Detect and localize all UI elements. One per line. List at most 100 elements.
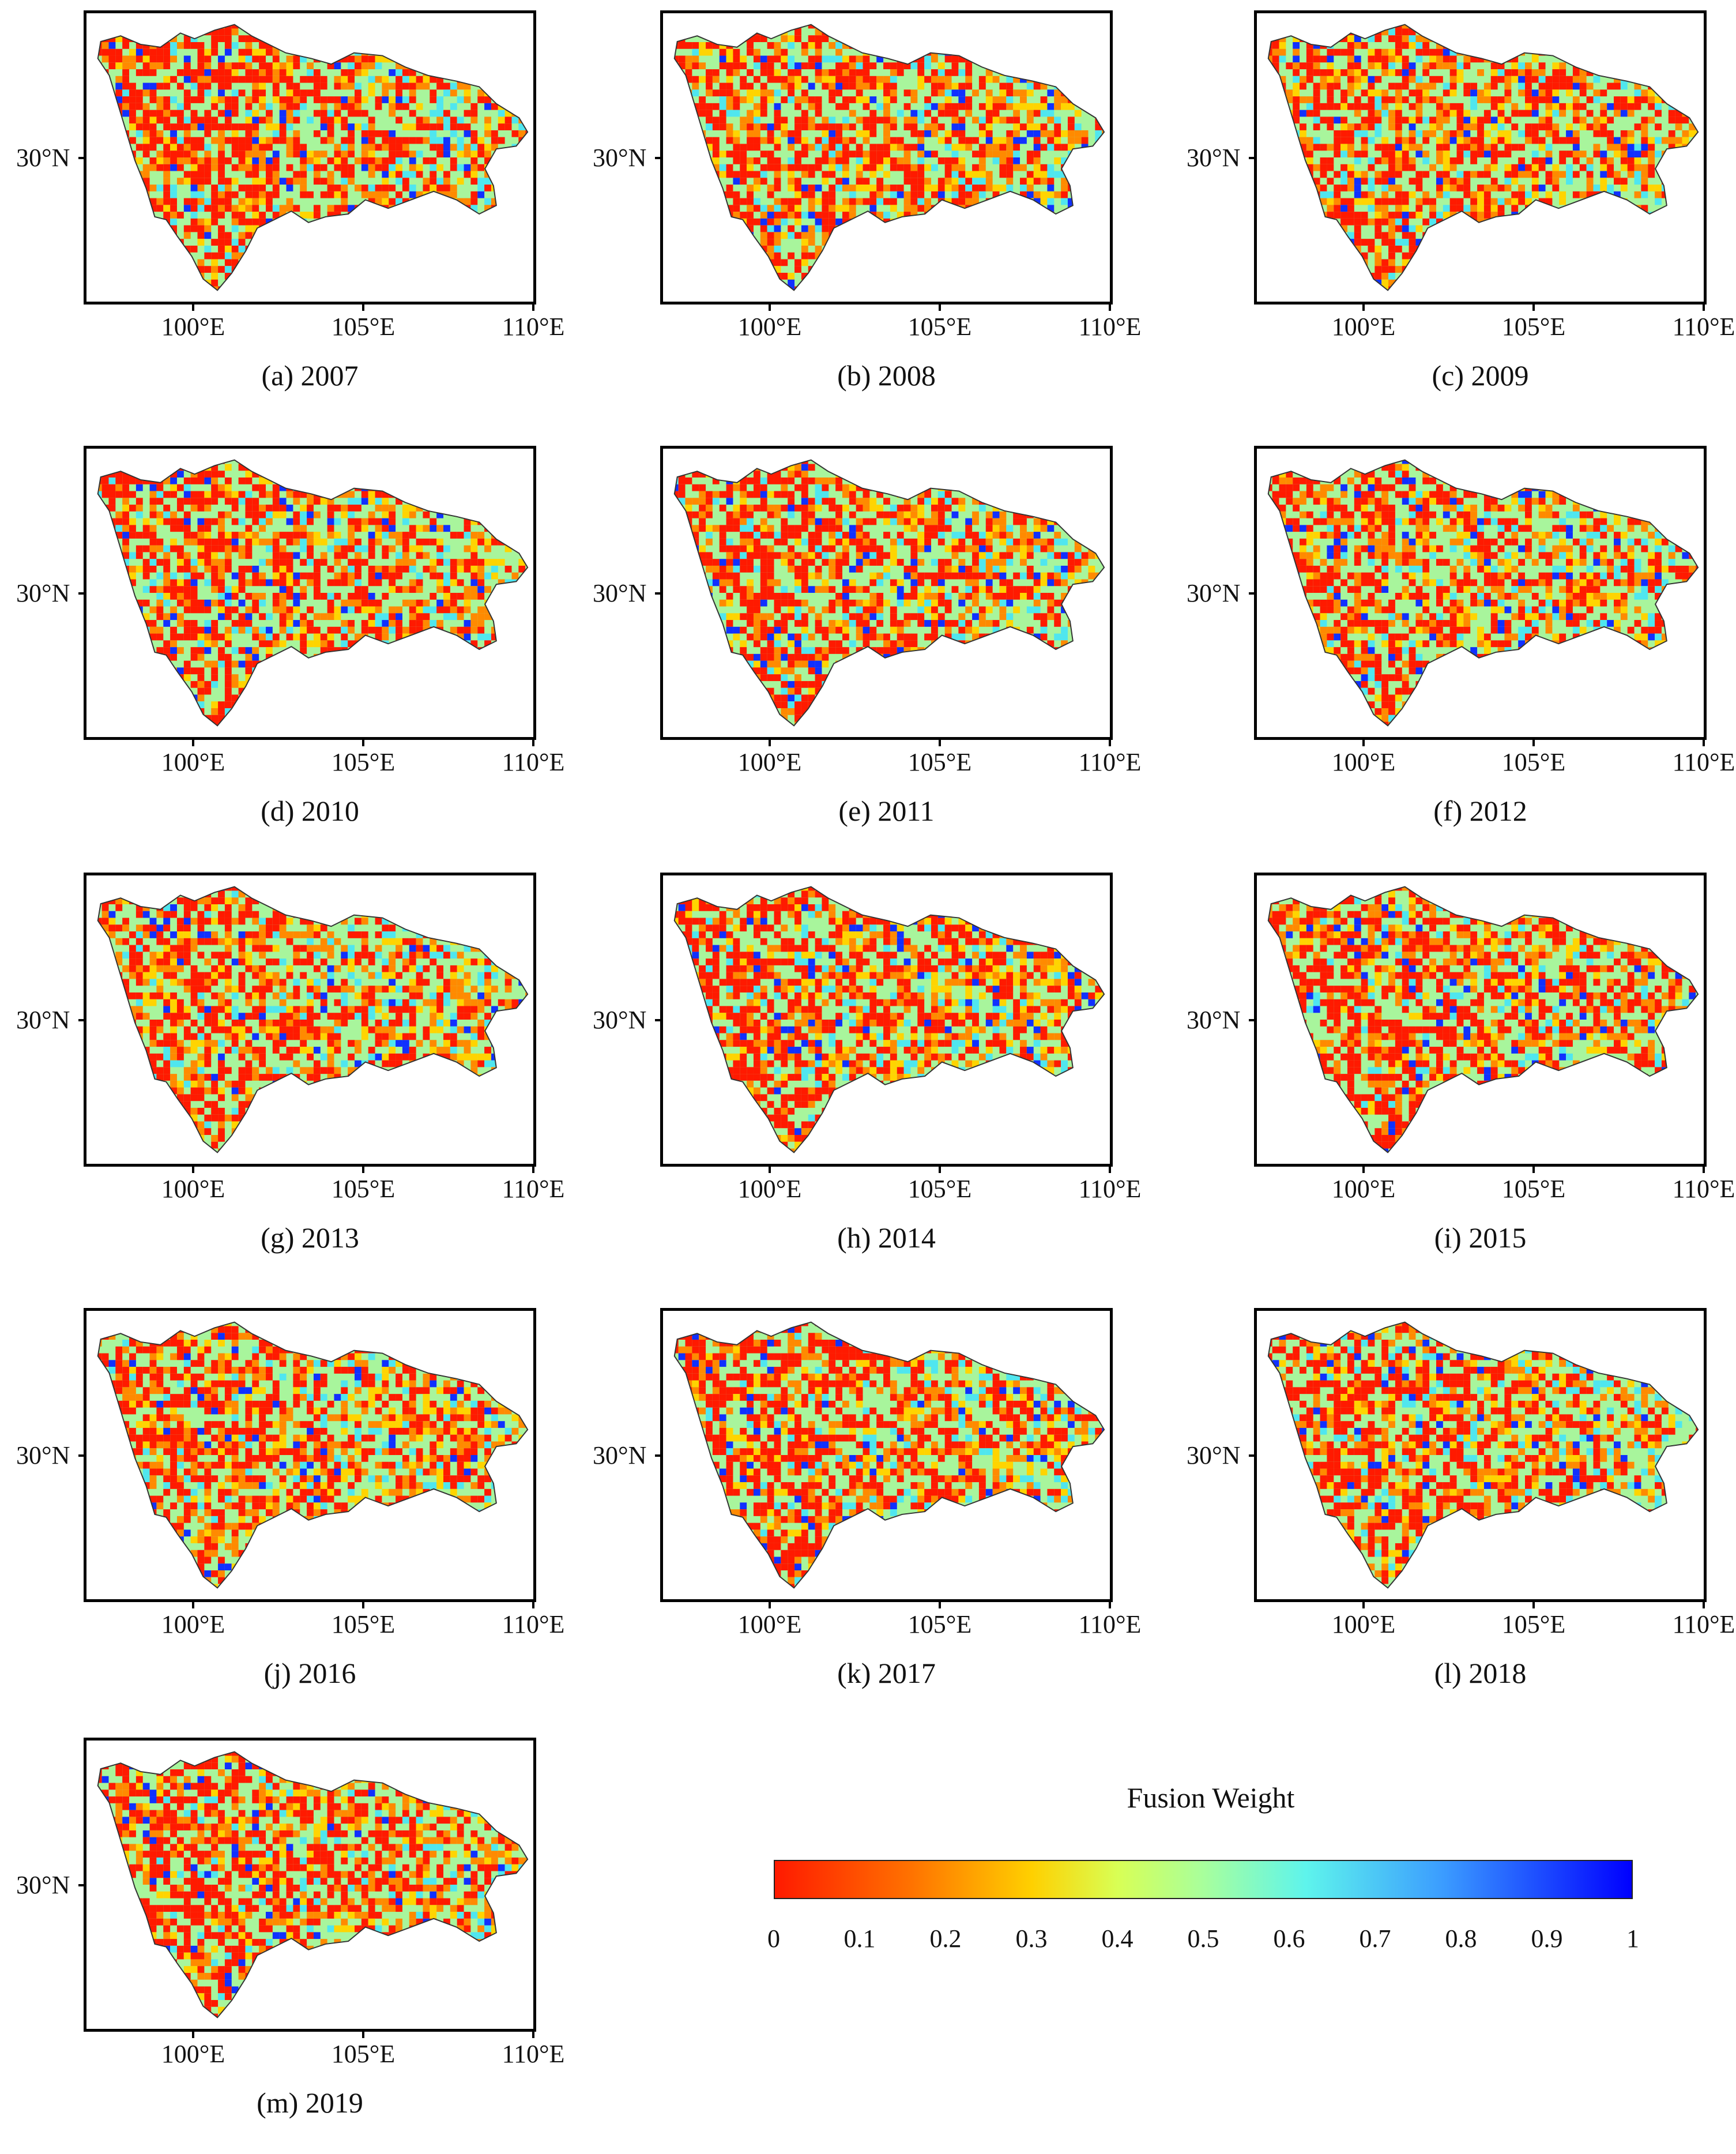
x-tick <box>939 303 941 311</box>
y-tick-label: 30°N <box>1187 581 1240 606</box>
x-tick <box>1703 1165 1705 1173</box>
y-tick-label: 30°N <box>16 581 70 606</box>
y-tick-label: 30°N <box>16 145 70 171</box>
x-tick <box>362 1165 364 1173</box>
x-tick-label: 100°E <box>1306 1176 1421 1202</box>
x-tick-label: 105°E <box>882 750 997 775</box>
map-frame <box>84 873 536 1167</box>
fusion-weight-map <box>86 875 533 1164</box>
x-tick-label: 110°E <box>476 2042 591 2067</box>
colorbar <box>774 1860 1633 1899</box>
x-tick <box>192 1600 194 1608</box>
panel-caption: (i) 2015 <box>1176 1223 1736 1253</box>
x-tick-label: 105°E <box>306 750 421 775</box>
y-tick <box>78 1454 86 1457</box>
x-tick-label: 100°E <box>135 1612 251 1637</box>
colorbar-tick-label: 0.4 <box>1083 1926 1152 1952</box>
y-tick <box>655 1019 663 1021</box>
y-tick <box>1249 157 1257 159</box>
x-tick <box>1532 738 1535 746</box>
x-tick-label: 110°E <box>1646 750 1736 775</box>
x-tick-label: 100°E <box>135 2042 251 2067</box>
panel-caption: (h) 2014 <box>582 1223 1191 1253</box>
y-tick-label: 30°N <box>593 581 646 606</box>
x-tick <box>1703 303 1705 311</box>
x-tick <box>362 2030 364 2038</box>
x-tick <box>1532 1600 1535 1608</box>
x-tick-label: 110°E <box>476 314 591 340</box>
x-tick-label: 110°E <box>476 1612 591 1637</box>
panel-caption: (k) 2017 <box>582 1658 1191 1688</box>
x-tick-label: 100°E <box>1306 314 1421 340</box>
map-frame <box>660 10 1113 305</box>
colorbar-tick-label: 0.3 <box>997 1926 1066 1952</box>
x-tick-label: 100°E <box>712 1176 827 1202</box>
x-tick <box>1109 1165 1111 1173</box>
x-tick <box>1703 738 1705 746</box>
x-tick <box>532 303 534 311</box>
y-tick-label: 30°N <box>1187 1008 1240 1033</box>
x-tick <box>1109 303 1111 311</box>
x-tick-label: 100°E <box>712 1612 827 1637</box>
panel-caption: (f) 2012 <box>1176 796 1736 826</box>
x-tick <box>192 1165 194 1173</box>
x-tick <box>1362 303 1365 311</box>
x-tick <box>532 1600 534 1608</box>
x-tick <box>192 2030 194 2038</box>
x-tick <box>362 738 364 746</box>
x-tick <box>1109 1600 1111 1608</box>
colorbar-tick-label: 0.6 <box>1255 1926 1324 1952</box>
x-tick-label: 110°E <box>1052 1612 1168 1637</box>
x-tick-label: 100°E <box>1306 1612 1421 1637</box>
y-tick-label: 30°N <box>593 145 646 171</box>
fusion-weight-map <box>1257 449 1704 737</box>
x-tick <box>939 1600 941 1608</box>
x-tick <box>532 1165 534 1173</box>
y-tick-label: 30°N <box>16 1443 70 1468</box>
panel-caption: (l) 2018 <box>1176 1658 1736 1688</box>
x-tick <box>1362 1600 1365 1608</box>
fusion-weight-map <box>86 449 533 737</box>
y-tick-label: 30°N <box>593 1443 646 1468</box>
x-tick-label: 110°E <box>1646 314 1736 340</box>
x-tick <box>769 1165 771 1173</box>
map-frame <box>1254 873 1707 1167</box>
y-tick-label: 30°N <box>593 1008 646 1033</box>
panel-caption: (c) 2009 <box>1176 360 1736 390</box>
fusion-weight-map <box>663 449 1110 737</box>
y-tick <box>78 1019 86 1021</box>
x-tick-label: 105°E <box>306 314 421 340</box>
x-tick <box>1109 738 1111 746</box>
map-frame <box>1254 10 1707 305</box>
panel-caption: (g) 2013 <box>6 1223 614 1253</box>
x-tick-label: 100°E <box>135 1176 251 1202</box>
x-tick <box>532 2030 534 2038</box>
y-tick-label: 30°N <box>16 1008 70 1033</box>
map-frame <box>1254 446 1707 740</box>
x-tick-label: 105°E <box>1476 1176 1591 1202</box>
x-tick-label: 110°E <box>1052 1176 1168 1202</box>
x-tick <box>362 1600 364 1608</box>
panel-caption: (a) 2007 <box>6 360 614 390</box>
x-tick-label: 105°E <box>882 1176 997 1202</box>
x-tick <box>939 738 941 746</box>
x-tick-label: 110°E <box>1052 750 1168 775</box>
x-tick <box>1362 1165 1365 1173</box>
panel-caption: (b) 2008 <box>582 360 1191 390</box>
x-tick-label: 105°E <box>306 2042 421 2067</box>
map-frame <box>84 10 536 305</box>
x-tick-label: 110°E <box>476 750 591 775</box>
colorbar-tick-label: 0.8 <box>1426 1926 1496 1952</box>
x-tick-label: 105°E <box>1476 314 1591 340</box>
x-tick-label: 100°E <box>135 314 251 340</box>
x-tick-label: 105°E <box>306 1612 421 1637</box>
panel-caption: (e) 2011 <box>582 796 1191 826</box>
colorbar-tick-label: 0.5 <box>1169 1926 1238 1952</box>
fusion-weight-map <box>86 1741 533 2029</box>
map-frame <box>84 1308 536 1602</box>
x-tick <box>1703 1600 1705 1608</box>
x-tick <box>1532 303 1535 311</box>
